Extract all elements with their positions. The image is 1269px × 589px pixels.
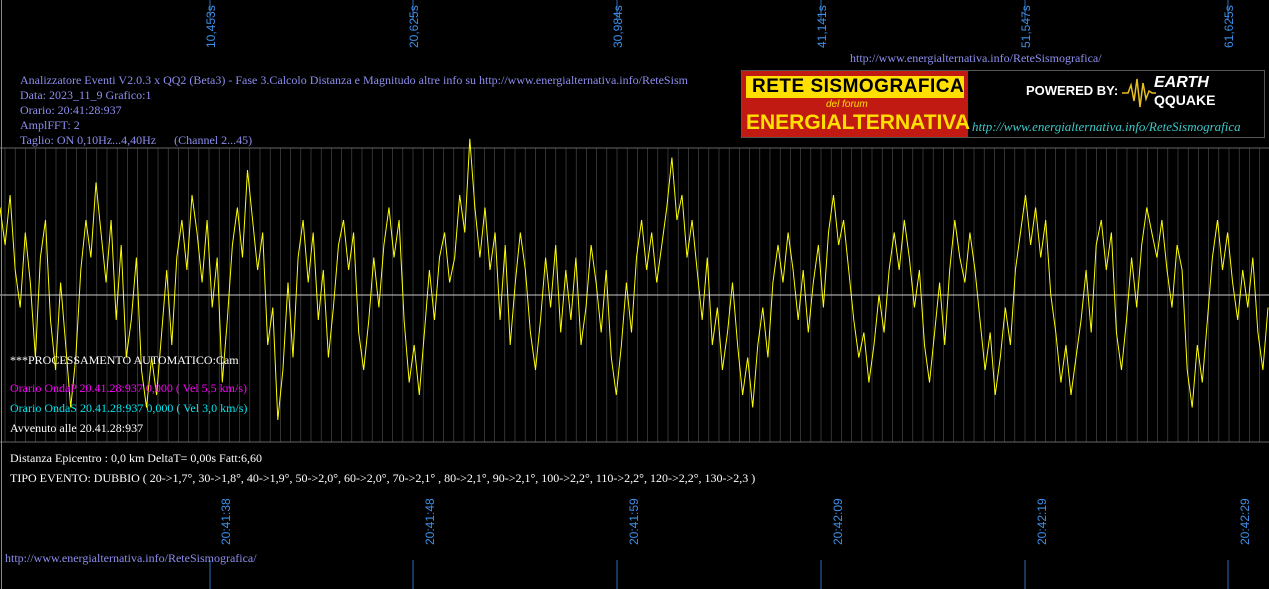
avvenuto-time: Avvenuto alle 20.41.28:937 bbox=[10, 421, 144, 435]
bottom-tick-label: 20:41:59 bbox=[627, 498, 641, 545]
bottom-tick-label: 20:42:19 bbox=[1035, 498, 1049, 545]
earthquake-wave-icon bbox=[1122, 78, 1156, 108]
bottom-tick-label: 20:41:38 bbox=[219, 498, 233, 545]
footer-url-link[interactable]: http://www.energialternativa.info/ReteSi… bbox=[5, 551, 257, 565]
onda-s-time: Orario OndaS 20.41.28:937 0,000 ( Vel 3,… bbox=[10, 401, 248, 415]
header-line-title: Analizzatore Eventi V2.0.3 x QQ2 (Beta3)… bbox=[20, 73, 688, 87]
logo-title-1: RETE SISMOGRAFICA bbox=[752, 76, 965, 97]
logo-yellow-band bbox=[746, 76, 964, 98]
top-tick-label: 30,984s bbox=[611, 5, 625, 48]
top-url-link[interactable]: http://www.energialternativa.info/ReteSi… bbox=[850, 51, 1102, 65]
signal-trace bbox=[0, 138, 1269, 421]
logo-url-link[interactable]: http://www.energialternativa.info/ReteSi… bbox=[972, 119, 1241, 134]
logo-red-panel: RETE SISMOGRAFICA del forum ENERGIALTERN… bbox=[742, 71, 970, 137]
top-tick-label: 61,625s bbox=[1222, 5, 1236, 48]
logo-powered-by: POWERED BY: bbox=[1026, 83, 1119, 98]
bottom-tick-label: 20:42:09 bbox=[831, 498, 845, 545]
top-tick-label: 10,453s bbox=[204, 5, 218, 48]
epicenter-distance: Distanza Epicentro : 0,0 km DeltaT= 0,00… bbox=[10, 451, 263, 465]
event-type: TIPO EVENTO: DUBBIO ( 20->1,7°, 30->1,8°… bbox=[10, 471, 756, 485]
top-tick-label: 51,547s bbox=[1019, 5, 1033, 48]
header-line-filter: Taglio: ON 0,10Hz...4,40Hz (Channel 2...… bbox=[20, 133, 253, 147]
logo-title-2: del forum bbox=[826, 99, 868, 110]
bottom-tick-label: 20:41:48 bbox=[423, 498, 437, 545]
logo-brand-qquake: QQUAKE bbox=[1154, 92, 1216, 108]
header-line-time: Orario: 20:41:28:937 bbox=[20, 103, 122, 117]
top-tick-label: 20,625s bbox=[407, 5, 421, 48]
logo-brand-earth: EARTH bbox=[1154, 74, 1209, 91]
top-tick-label: 41,141s bbox=[815, 5, 829, 48]
rete-sismografica-logo: RETE SISMOGRAFICA del forum ENERGIALTERN… bbox=[741, 70, 1265, 138]
processing-status: ***PROCESSAMENTO AUTOMATICO:Cam bbox=[10, 353, 239, 367]
tick-lines bbox=[209, 0, 1229, 589]
logo-title-3: ENERGIALTERNATIVA bbox=[746, 111, 970, 134]
header-line-amplfft: AmplFFT: 2 bbox=[20, 118, 80, 132]
onda-p-time: Orario OndaP 20.41.28:937 0,000 ( Vel 5,… bbox=[10, 381, 247, 395]
header-line-date: Data: 2023_11_9 Grafico:1 bbox=[20, 88, 152, 102]
bottom-tick-label: 20:42:29 bbox=[1238, 498, 1252, 545]
